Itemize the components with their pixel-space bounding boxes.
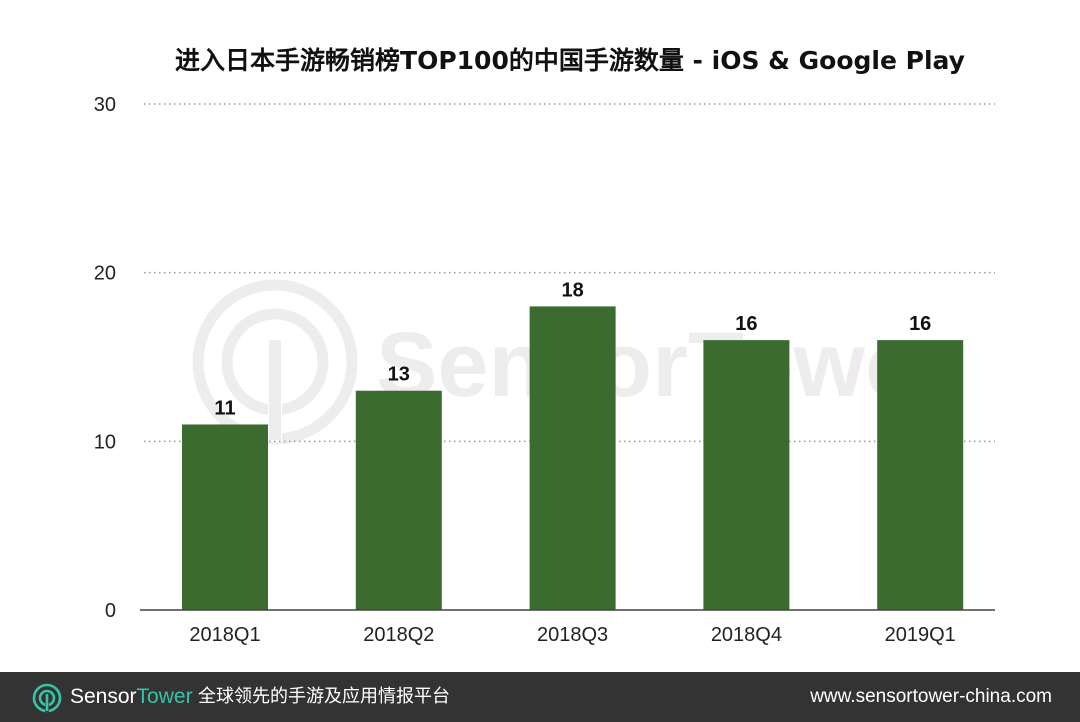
footer-brand: SensorTower — [70, 684, 193, 710]
data-labels: 11 13 18 16 16 — [214, 279, 931, 419]
footer-brand-second: Tower — [136, 685, 193, 708]
bar — [355, 390, 442, 610]
bars — [182, 306, 964, 610]
footer-brand-first: Sensor — [70, 685, 137, 708]
x-tick-label: 2018Q2 — [363, 624, 434, 646]
x-tick-label: 2019Q1 — [885, 624, 956, 646]
bar — [182, 424, 268, 610]
data-label: 11 — [214, 397, 235, 419]
chart-area: SensorTower 进入日本手游畅销榜TOP100的中国手游数量 - iOS… — [93, 46, 995, 646]
y-tick-label: 20 — [94, 263, 116, 285]
bar — [529, 306, 616, 610]
y-tick-label: 10 — [94, 431, 116, 453]
bar — [877, 340, 964, 610]
data-label: 13 — [388, 364, 410, 386]
chart-title: 进入日本手游畅销榜TOP100的中国手游数量 - iOS & Google Pl… — [175, 46, 965, 75]
footer-bar: SensorTower 全球领先的手游及应用情报平台 www.sensortow… — [0, 672, 1080, 722]
y-tick-label: 0 — [105, 600, 116, 622]
footer-url[interactable]: www.sensortower-china.com — [810, 686, 1052, 707]
data-label: 18 — [561, 279, 583, 301]
x-tick-label: 2018Q3 — [537, 624, 608, 646]
sensortower-logo-icon — [32, 683, 62, 713]
bar — [703, 340, 790, 610]
footer-tagline: 全球领先的手游及应用情报平台 — [198, 686, 450, 707]
x-tick-label: 2018Q1 — [189, 624, 260, 646]
watermark-brand-text: SensorTower — [376, 314, 952, 416]
y-tick-label: 30 — [94, 94, 116, 116]
bar-chart: SensorTower 进入日本手游畅销榜TOP100的中国手游数量 - iOS… — [94, 46, 995, 646]
data-label: 16 — [909, 313, 931, 335]
y-axis-ticks: 0 10 20 30 — [94, 94, 116, 622]
data-label: 16 — [735, 313, 757, 335]
x-axis-ticks: 2018Q1 2018Q2 2018Q3 2018Q4 2019Q1 — [189, 624, 955, 646]
watermark-logo-icon — [192, 279, 358, 445]
x-tick-label: 2018Q4 — [711, 624, 782, 646]
